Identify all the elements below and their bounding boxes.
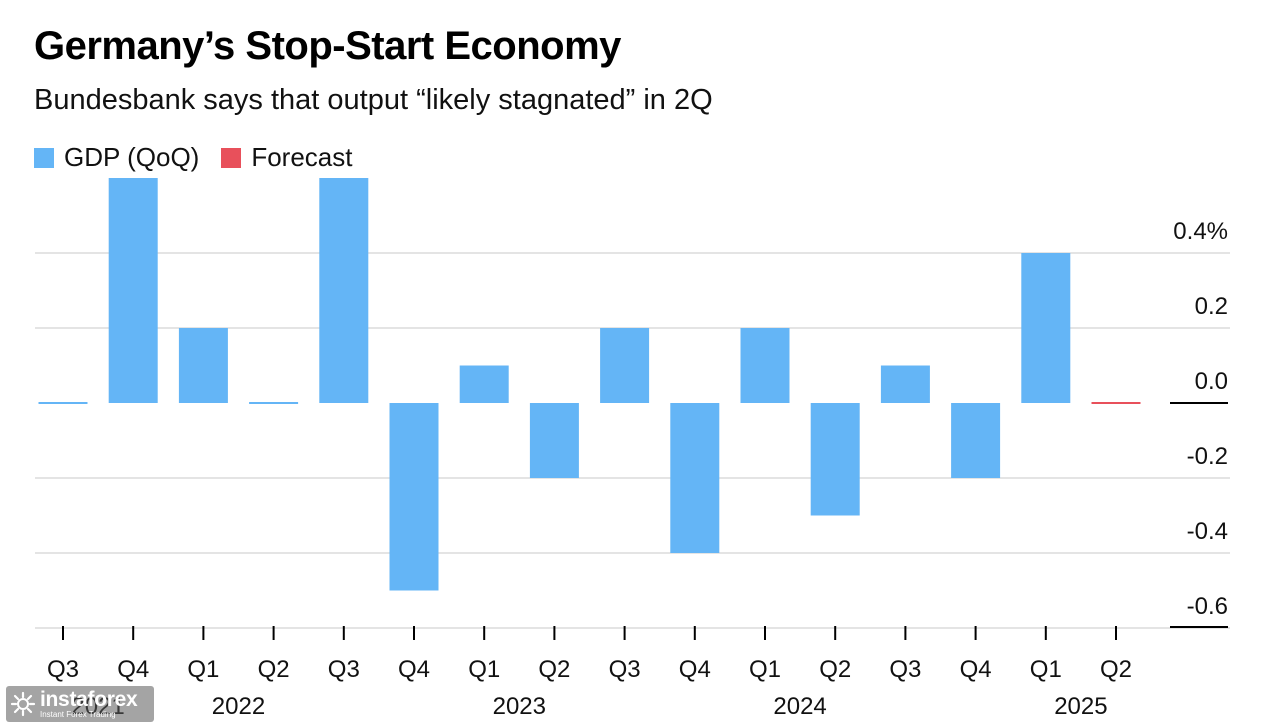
watermark-brand: instaforex (40, 688, 138, 711)
bar-gdp (108, 178, 158, 403)
legend-swatch-forecast (221, 147, 242, 168)
bar-gdp (810, 403, 860, 516)
x-tick-label: Q4 (117, 656, 149, 683)
x-tick-label: Q2 (258, 656, 290, 683)
x-tick-label: Q3 (328, 656, 360, 683)
x-tick-label: Q2 (819, 656, 851, 683)
bar-gdp (600, 328, 650, 403)
legend-item-forecast: Forecast (221, 142, 352, 173)
x-tick-label: Q1 (468, 656, 500, 683)
year-label: 2022 (212, 693, 265, 720)
bar-gdp (880, 365, 930, 403)
y-tick-label: -0.4 (1187, 518, 1228, 545)
x-tick-label: Q2 (1100, 656, 1132, 683)
bar-gdp (319, 178, 369, 403)
x-tick-label: Q1 (187, 656, 219, 683)
legend-label-forecast: Forecast (251, 142, 353, 172)
x-tick-label: Q3 (889, 656, 921, 683)
bar-gdp (1021, 253, 1071, 403)
legend: GDP (QoQ) Forecast (34, 142, 374, 173)
bar-gdp (389, 403, 439, 591)
legend-item-gdp: GDP (QoQ) (34, 142, 199, 173)
year-label: 2023 (493, 693, 546, 720)
x-tick-label: Q4 (398, 656, 430, 683)
year-label: 2024 (773, 693, 826, 720)
bar-forecast (1091, 402, 1141, 404)
year-label: 2025 (1054, 693, 1107, 720)
x-tick-label: Q3 (609, 656, 641, 683)
bar-gdp (38, 402, 88, 404)
y-tick-label: 0.0 (1195, 368, 1228, 395)
bar-gdp (951, 403, 1001, 478)
watermark: instaforex Instant Forex Trading (6, 686, 154, 722)
legend-swatch-gdp (34, 147, 54, 168)
x-tick-label: Q3 (47, 656, 79, 683)
bar-gdp (670, 403, 720, 553)
y-tick-label: -0.2 (1187, 443, 1228, 470)
watermark-tagline: Instant Forex Trading (40, 710, 116, 719)
bar-gdp (529, 403, 579, 478)
bar-gdp (178, 328, 228, 403)
chart-title: Germany’s Stop-Start Economy (34, 24, 621, 68)
bar-gdp (740, 328, 790, 403)
x-tick-label: Q1 (1030, 656, 1062, 683)
y-tick-label: 0.4% (1173, 218, 1228, 245)
chart-subtitle: Bundesbank says that output “likely stag… (34, 84, 713, 116)
x-tick-label: Q1 (749, 656, 781, 683)
x-tick-label: Q2 (538, 656, 570, 683)
instaforex-logo-icon (10, 691, 36, 717)
bar-gdp (249, 402, 299, 404)
bar-gdp (459, 365, 509, 403)
x-tick-label: Q4 (679, 656, 711, 683)
y-tick-label: 0.2 (1195, 293, 1228, 320)
x-tick-label: Q4 (960, 656, 992, 683)
legend-label-gdp: GDP (QoQ) (64, 142, 200, 172)
y-tick-label: -0.6 (1187, 593, 1228, 620)
